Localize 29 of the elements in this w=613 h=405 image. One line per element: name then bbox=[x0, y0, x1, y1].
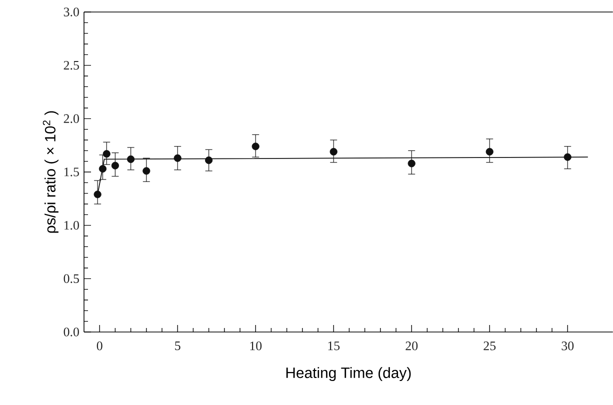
point bbox=[330, 148, 338, 156]
point bbox=[252, 142, 260, 150]
point bbox=[98, 165, 107, 173]
x-tick-label: 5 bbox=[175, 342, 180, 350]
x-tick-label: 30 bbox=[562, 342, 574, 350]
y-axis-title: ρs/ρi ratio ( × 10$^{2}$ ) bbox=[42, 111, 58, 233]
point bbox=[142, 167, 150, 175]
x-tick-label: 15 bbox=[328, 342, 340, 350]
y-tick-label: 2.0 bbox=[64, 114, 79, 124]
y-tick-label: 0.5 bbox=[64, 274, 79, 284]
point bbox=[564, 153, 572, 161]
point bbox=[408, 160, 416, 168]
y-tick-label: 1.5 bbox=[64, 168, 79, 176]
point bbox=[102, 150, 110, 158]
point bbox=[127, 155, 135, 163]
x-tick-label: 10 bbox=[250, 342, 262, 350]
point bbox=[486, 148, 494, 156]
point bbox=[111, 162, 119, 170]
y-tick-label: 1.0 bbox=[64, 220, 79, 230]
x-tick-label: 20 bbox=[406, 342, 418, 350]
x-tick-label: 25 bbox=[484, 342, 496, 350]
y-tick-label: 0.0 bbox=[64, 328, 79, 336]
point bbox=[174, 154, 182, 162]
x-tick-label: 0 bbox=[96, 342, 102, 350]
y-tick-label: 3.0 bbox=[64, 8, 79, 16]
point bbox=[205, 156, 213, 164]
point bbox=[94, 190, 102, 198]
x-axis-title: Heating Time (day) bbox=[286, 367, 411, 382]
y-tick-label: 2.5 bbox=[64, 60, 79, 70]
